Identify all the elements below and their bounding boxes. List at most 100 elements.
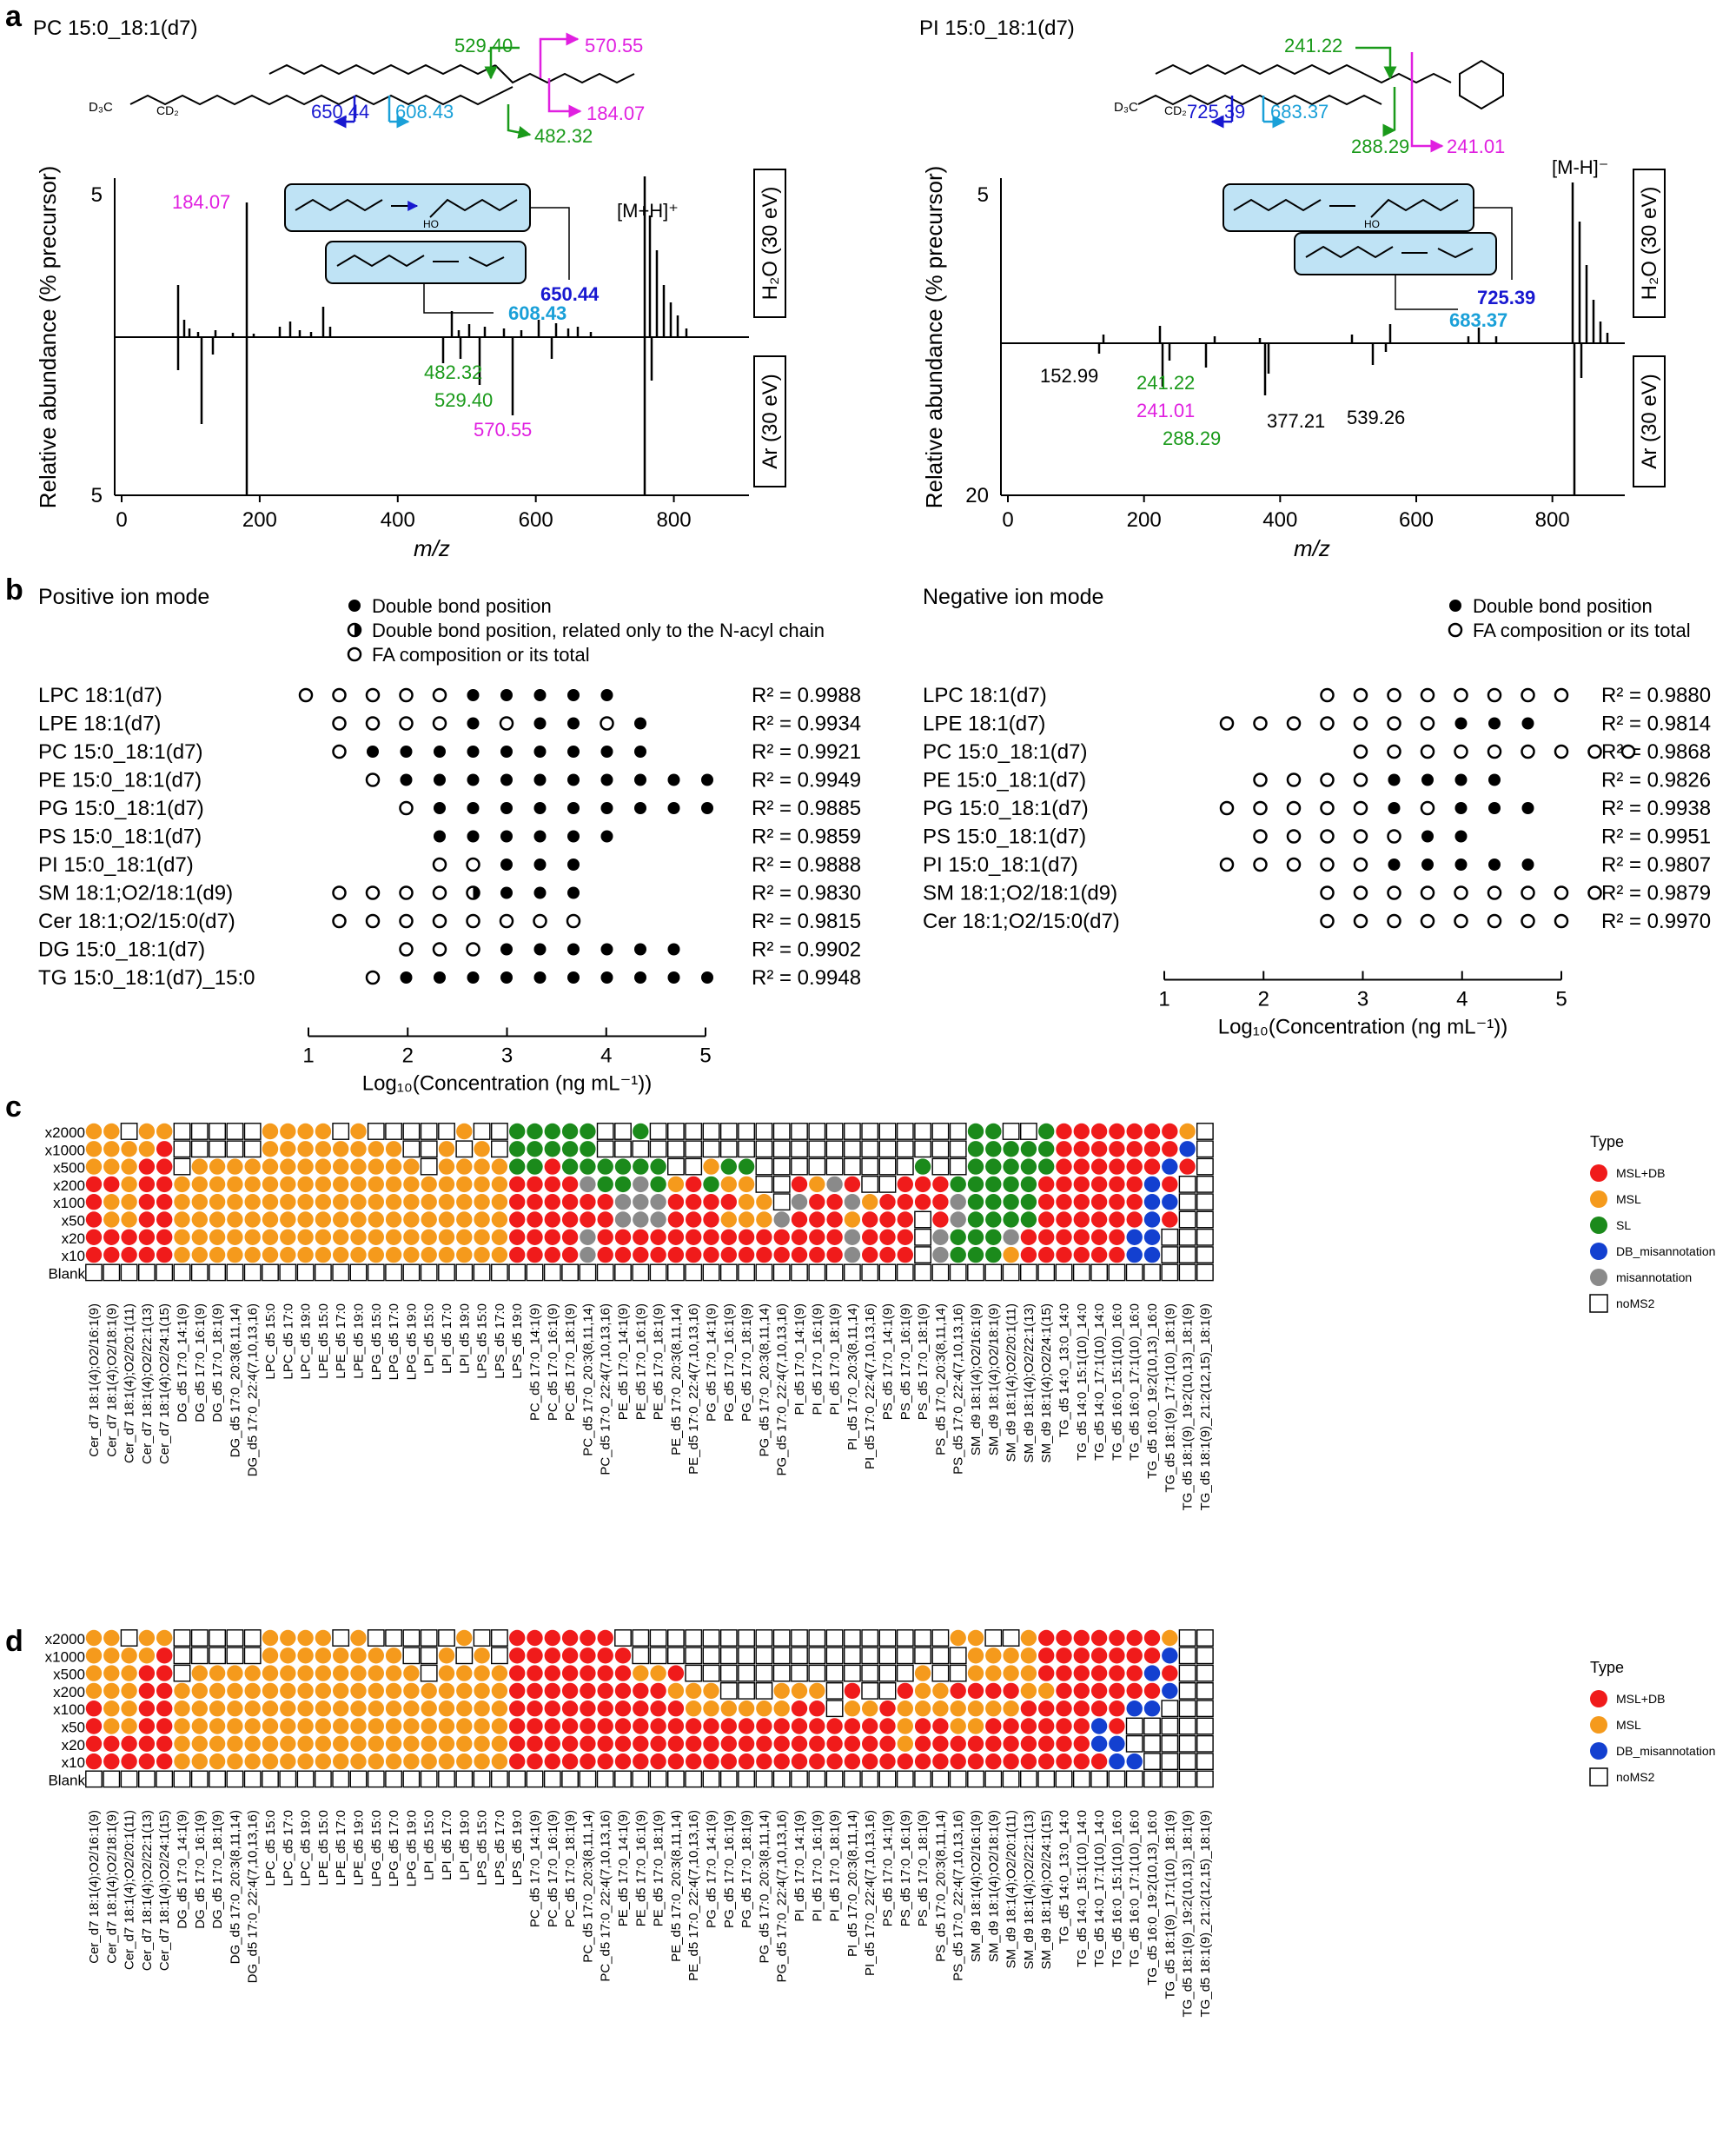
cell-annotation (297, 1629, 314, 1647)
cell-annotation (544, 1647, 560, 1664)
dot-row-r2: R² = 0.9830 (752, 882, 861, 905)
cell-nomsms (491, 1770, 508, 1788)
cell-nomsms (844, 1664, 861, 1682)
cell-nomsms (279, 1770, 297, 1788)
dot-filled (467, 802, 480, 814)
cell-annotation (280, 1700, 296, 1717)
cell-nomsms (332, 1629, 350, 1647)
lipid-label: LPI_d5 17:0 (440, 1303, 454, 1374)
cell-annotation (686, 1176, 702, 1193)
legend-swatch (1590, 1217, 1607, 1234)
cell-nomsms (561, 1770, 580, 1788)
dot-open (365, 772, 381, 787)
cell-annotation (633, 1682, 649, 1700)
legend-dot-filled (1449, 600, 1461, 612)
cell-annotation (156, 1753, 173, 1770)
xlabel-right: m/z (1294, 535, 1330, 561)
cell-nomsms (473, 1263, 491, 1282)
dilution-label: x2000 (45, 1124, 85, 1141)
cell-nomsms (791, 1629, 808, 1647)
cell-annotation (280, 1647, 296, 1664)
cell-annotation (315, 1735, 332, 1753)
cell-annotation (156, 1158, 173, 1175)
reaction-product-1 (429, 198, 518, 218)
cell-nomsms (702, 1263, 720, 1282)
cell-nomsms (455, 1140, 474, 1158)
cell-annotation (262, 1753, 279, 1770)
cell-annotation (297, 1229, 314, 1246)
lipid-label: PC_d5 17:0_16:1(9) (546, 1303, 560, 1421)
cell-annotation (650, 1753, 666, 1770)
cell-annotation (791, 1682, 808, 1700)
cell-nomsms (931, 1140, 950, 1158)
dot-open (298, 687, 314, 703)
cell-nomsms (190, 1770, 209, 1788)
cell-nomsms (632, 1647, 650, 1665)
cell-annotation (650, 1718, 666, 1734)
cell-annotation (1126, 1123, 1143, 1140)
cell-annotation (227, 1229, 243, 1246)
cell-nomsms (491, 1263, 508, 1282)
dot-filled (367, 746, 379, 758)
dot-filled (1388, 773, 1401, 786)
cell-nomsms (896, 1157, 914, 1176)
cell-annotation (385, 1246, 402, 1263)
cell-annotation (227, 1735, 243, 1753)
dot-open (1353, 857, 1368, 872)
dot-filled (600, 746, 613, 758)
cell-annotation (421, 1700, 437, 1717)
xtick-label: 0 (116, 508, 127, 532)
cell-nomsms (173, 1629, 191, 1647)
dot-row-r2: R² = 0.9807 (1601, 853, 1711, 877)
cell-nomsms (719, 1664, 738, 1682)
cell-annotation (1126, 1665, 1143, 1681)
cell-annotation (561, 1158, 579, 1175)
dot-filled (500, 802, 513, 814)
lipid-label: Cer_d7 18:1(4);O2/18:1(9) (104, 1810, 119, 1964)
cell-nomsms (243, 1647, 262, 1665)
cell-nomsms (243, 1263, 262, 1282)
cell-nomsms (209, 1629, 226, 1647)
dot-row-r2: R² = 0.9885 (752, 797, 861, 820)
cell-nomsms (791, 1770, 808, 1788)
cell-annotation (262, 1141, 279, 1157)
cell-annotation (1073, 1682, 1090, 1700)
cell-annotation (614, 1753, 632, 1770)
cell-annotation (614, 1211, 632, 1228)
cell-annotation (174, 1700, 190, 1717)
cell-annotation (720, 1246, 737, 1263)
cell-nomsms (190, 1629, 209, 1647)
cell-annotation (527, 1158, 543, 1175)
cell-nomsms (772, 1140, 791, 1158)
lipid-label: LPI_d5 15:0 (422, 1810, 437, 1880)
cell-nomsms (243, 1140, 262, 1158)
lipid-label: PC_d5 17:0_14:1(9) (528, 1810, 543, 1927)
cell-annotation (1126, 1229, 1143, 1246)
cell-annotation (597, 1647, 613, 1664)
cell-annotation (174, 1718, 190, 1734)
cell-annotation (491, 1176, 508, 1193)
cell-annotation (720, 1176, 737, 1193)
cell-annotation (385, 1194, 402, 1210)
cell-nomsms (508, 1770, 527, 1788)
cell-nomsms (738, 1647, 756, 1665)
lipid-label: TG_d5 16:0_15:1(10)_16:0 (1110, 1303, 1124, 1461)
dilution-label: x100 (53, 1701, 85, 1718)
cell-annotation (826, 1753, 843, 1770)
peak-label-241-22: 241.22 (1136, 372, 1195, 394)
lipid-label: TG_d5 18:1(9)_19:2(10,13)_18:1(9) (1181, 1303, 1196, 1510)
dot-filled (500, 943, 513, 956)
cell-annotation (1090, 1194, 1108, 1210)
dot-row-r2: R² = 0.9814 (1601, 713, 1711, 736)
cell-annotation (1003, 1158, 1019, 1175)
lipid-label: TG_d5 14:0_13:0_14:0 (1057, 1810, 1072, 1944)
cell-annotation (809, 1753, 825, 1770)
cell-annotation (315, 1682, 332, 1700)
cell-annotation (368, 1158, 384, 1175)
lipid-label: DG_d5 17:0_18:1(9) (210, 1810, 225, 1929)
cell-nomsms (579, 1263, 597, 1282)
cell-annotation (121, 1647, 137, 1664)
cell-annotation (1109, 1718, 1125, 1734)
